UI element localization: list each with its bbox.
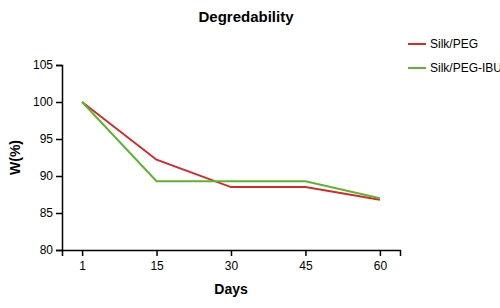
- y-tick-label: 100: [33, 95, 53, 109]
- y-tick-mark: [56, 213, 62, 215]
- legend-swatch: [408, 43, 426, 45]
- x-tick: 60: [374, 250, 388, 273]
- x-tick-mark: [82, 250, 84, 256]
- y-tick-mark: [56, 65, 62, 67]
- legend-swatch: [408, 67, 426, 69]
- y-tick-label: 90: [40, 169, 54, 183]
- y-tick: 85: [40, 206, 62, 220]
- y-tick: 80: [40, 243, 62, 257]
- x-tick-mark: [380, 250, 382, 256]
- x-tick: 15: [150, 250, 164, 273]
- legend-label: Silk/PEG: [430, 37, 478, 51]
- x-tick-mark: [231, 250, 233, 256]
- legend-label: Silk/PEG-IBU: [430, 61, 500, 75]
- x-tick: 45: [299, 250, 313, 273]
- y-axis: 80 85 90 95 100 105: [33, 58, 63, 257]
- y-tick-label: 105: [33, 58, 53, 72]
- x-tick-label: 30: [225, 259, 239, 273]
- x-axis: 1 15 30 45 60: [63, 250, 401, 273]
- x-tick-label: 60: [374, 259, 388, 273]
- x-axis-line: [63, 251, 401, 257]
- y-tick: 100: [33, 95, 62, 109]
- y-tick: 95: [40, 132, 62, 146]
- lines: [82, 102, 380, 200]
- y-tick-label: 95: [40, 132, 54, 146]
- y-axis-title: W(%): [7, 140, 23, 175]
- y-tick-label: 85: [40, 206, 54, 220]
- y-tick: 105: [33, 58, 62, 72]
- x-tick-mark: [305, 250, 307, 256]
- y-tick-mark: [56, 176, 62, 178]
- title: Degredability: [198, 8, 294, 25]
- y-tick: 90: [40, 169, 62, 183]
- series-line: [82, 102, 380, 200]
- x-tick: 1: [79, 250, 86, 273]
- legend: Silk/PEG Silk/PEG-IBU: [408, 37, 500, 75]
- x-tick-label: 1: [79, 259, 86, 273]
- chart: 80 85 90 95 100 105 1 15 30 45 60 Degredability Days…: [0, 0, 500, 308]
- y-tick-label: 80: [40, 243, 54, 257]
- x-tick-mark: [156, 250, 158, 256]
- y-axis-line: [56, 66, 63, 251]
- series-line: [82, 102, 380, 198]
- y-tick-mark: [56, 250, 62, 252]
- y-tick-mark: [56, 102, 62, 104]
- x-tick-label: 45: [299, 259, 313, 273]
- x-axis-title: Days: [214, 281, 248, 297]
- x-tick: 30: [225, 250, 239, 273]
- x-tick-label: 15: [150, 259, 164, 273]
- y-tick-mark: [56, 139, 62, 141]
